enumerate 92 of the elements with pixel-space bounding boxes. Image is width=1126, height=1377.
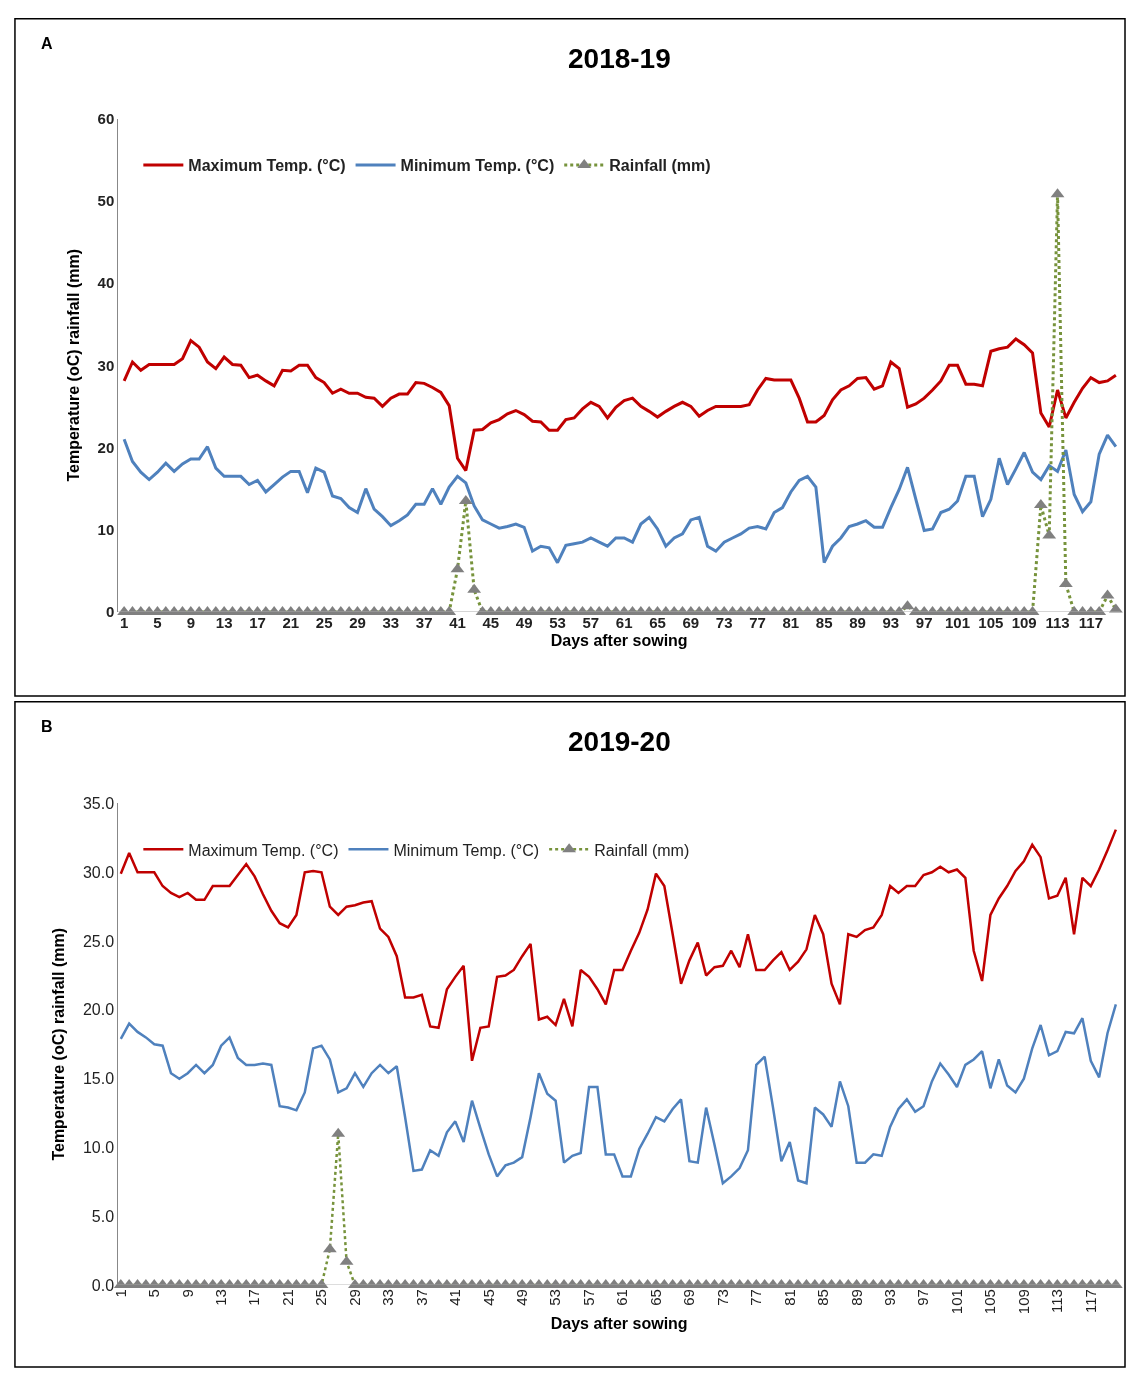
legend-label: Maximum Temp. (°C): [188, 841, 339, 859]
y-tick-label: 40: [97, 274, 115, 292]
line-series: [122, 433, 1118, 565]
x-tick-label: 113: [1045, 614, 1070, 632]
y-tick-label: 50: [97, 192, 115, 210]
legend-label: Minimum Temp. (°C): [400, 157, 555, 175]
legend-label: Minimum Temp. (°C): [393, 841, 540, 859]
x-tick-label: 45: [479, 1289, 497, 1306]
line-series: [119, 1003, 1118, 1185]
x-tick-label: 73: [713, 1289, 731, 1306]
x-tick-label: 49: [513, 1289, 531, 1306]
x-tick-label: 81: [780, 1289, 798, 1306]
x-tick-label: 73: [715, 614, 733, 632]
x-tick-label: 85: [814, 1289, 832, 1306]
y-tick-label: 35.0: [82, 795, 115, 813]
y-tick-label: 10: [97, 521, 115, 539]
x-tick-label: 77: [749, 614, 766, 632]
y-tick-label: 25.0: [82, 932, 115, 950]
x-tick-label: 29: [349, 614, 366, 632]
x-tick-label: 105: [978, 614, 1004, 632]
x-tick-label: 21: [282, 614, 300, 632]
y-tick-label: 30: [97, 356, 115, 374]
x-tick-label: 113: [1048, 1289, 1066, 1314]
x-tick-label: 97: [914, 1289, 932, 1306]
legend-label: Rainfall (mm): [609, 157, 711, 175]
x-tick-label: 77: [747, 1289, 765, 1306]
x-tick-label: 41: [446, 1289, 464, 1306]
y-axis-title: Temperature (oC) rainfall (mm): [49, 927, 67, 1161]
x-tick-label: 37: [412, 1289, 430, 1306]
x-tick-label: 29: [345, 1289, 363, 1306]
x-tick-label: 45: [482, 614, 500, 632]
line-series: [119, 828, 1118, 1063]
y-tick-label: 10.0: [82, 1139, 115, 1157]
x-tick-label: 81: [782, 614, 800, 632]
y-tick-label: 0: [105, 603, 115, 621]
x-tick-label: 89: [847, 1289, 865, 1306]
text: A: [41, 35, 53, 52]
x-tick-label: 101: [945, 614, 971, 632]
x-axis-title: Days after sowing: [550, 1314, 688, 1332]
x-tick-label: 9: [178, 1289, 196, 1298]
x-tick-label: 25: [315, 614, 333, 632]
x-tick-label: 53: [549, 614, 566, 632]
x-tick-label: 69: [680, 1289, 698, 1306]
x-tick-label: 117: [1081, 1289, 1099, 1314]
x-tick-label: 13: [215, 614, 233, 632]
x-tick-label: 13: [212, 1289, 230, 1306]
y-tick-label: 20.0: [82, 1001, 115, 1019]
x-tick-label: 65: [649, 614, 666, 632]
y-tick-label: 60: [97, 109, 115, 127]
y-tick-label: 20: [97, 438, 115, 456]
x-tick-label: 5: [145, 1289, 163, 1298]
x-tick-label: 1: [119, 614, 129, 632]
x-tick-label: 89: [849, 614, 866, 632]
x-axis-title: Days after sowing: [550, 631, 688, 649]
x-tick-label: 49: [515, 614, 533, 632]
x-tick-label: 109: [1014, 1289, 1032, 1315]
x-tick-label: 53: [546, 1289, 564, 1306]
text: B: [41, 718, 53, 735]
x-tick-label: 33: [382, 614, 400, 632]
x-tick-label: 33: [379, 1289, 397, 1306]
legend-label: Maximum Temp. (°C): [188, 157, 346, 175]
chart-title: 2019-20: [568, 726, 671, 757]
legend-label: Rainfall (mm): [594, 841, 690, 859]
y-tick-label: 0.0: [91, 1276, 115, 1294]
x-tick-label: 5: [153, 614, 162, 632]
line-series: [122, 337, 1118, 473]
x-tick-label: 93: [882, 614, 900, 632]
x-tick-label: 65: [646, 1289, 664, 1306]
y-tick-label: 5.0: [91, 1207, 115, 1225]
y-axis-title: Temperature (oC) rainfall (mm): [64, 248, 82, 482]
x-tick-label: 21: [278, 1289, 296, 1306]
x-tick-label: 117: [1078, 614, 1103, 632]
x-tick-label: 17: [249, 614, 266, 632]
y-tick-label: 15.0: [82, 1070, 115, 1088]
y-tick-label: 30.0: [82, 863, 115, 881]
x-tick-label: 85: [815, 614, 833, 632]
x-tick-label: 41: [449, 614, 466, 632]
x-tick-label: 17: [245, 1289, 263, 1306]
x-tick-label: 105: [981, 1289, 999, 1315]
x-tick-label: 9: [186, 614, 195, 632]
x-tick-label: 61: [615, 614, 633, 632]
x-tick-label: 69: [682, 614, 700, 632]
x-tick-label: 37: [415, 614, 433, 632]
x-tick-label: 93: [880, 1289, 898, 1306]
chart-title: 2018-19: [568, 43, 671, 74]
x-tick-label: 109: [1011, 614, 1037, 632]
x-tick-label: 101: [947, 1289, 965, 1315]
x-tick-label: 97: [915, 614, 933, 632]
x-tick-label: 57: [579, 1289, 597, 1306]
x-tick-label: 25: [312, 1289, 330, 1306]
x-tick-label: 61: [613, 1289, 631, 1306]
x-tick-label: 57: [582, 614, 600, 632]
